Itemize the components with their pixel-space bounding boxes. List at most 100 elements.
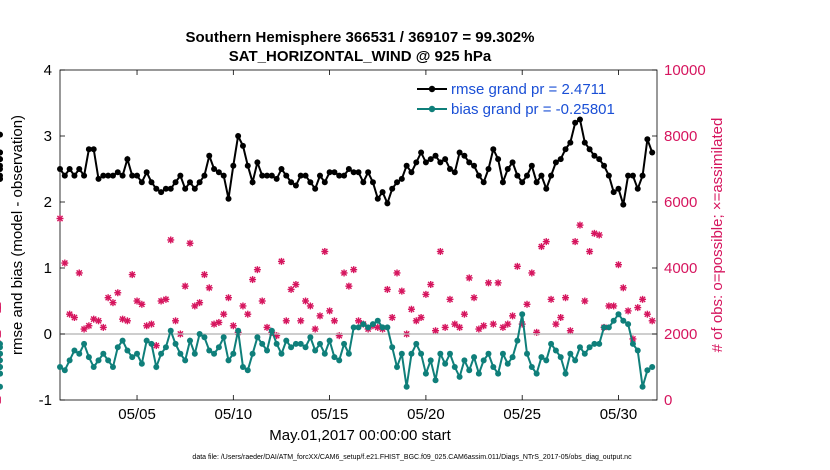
rmse-point xyxy=(398,175,405,182)
right-axis-label: # of obs: o=possible; ×=assimilated xyxy=(709,118,726,353)
bias-point xyxy=(610,317,617,324)
rmse-point xyxy=(615,185,622,192)
bias-point xyxy=(186,337,193,344)
bias-point xyxy=(605,324,612,331)
obs-count-marker xyxy=(302,297,310,305)
bias-point xyxy=(490,364,497,370)
rmse-point xyxy=(57,166,63,172)
rmse-point xyxy=(316,172,323,179)
rmse-point xyxy=(576,116,583,123)
obs-count-marker xyxy=(581,297,589,305)
rmse-point xyxy=(427,156,434,163)
obs-count-marker xyxy=(282,317,290,325)
y-tick-label: 4 xyxy=(44,62,52,79)
obs-count-marker xyxy=(215,318,223,326)
obs-count-marker xyxy=(109,299,117,307)
obs-count-marker xyxy=(277,257,285,265)
obs-count-marker xyxy=(330,317,338,325)
obs-count-marker xyxy=(95,317,103,325)
rmse-point xyxy=(629,172,636,179)
rmse-point xyxy=(605,172,612,179)
rmse-point xyxy=(249,179,256,186)
obs-count-marker xyxy=(326,307,334,315)
bias-point xyxy=(138,360,145,367)
bias-point xyxy=(461,357,468,364)
bias-point xyxy=(341,340,348,347)
bias-point xyxy=(543,357,550,364)
bias-point xyxy=(379,324,386,331)
obs-count-marker xyxy=(316,312,324,320)
x-tick-label: 05/10 xyxy=(215,406,253,423)
obs-count-marker xyxy=(167,236,175,244)
rmse-point xyxy=(557,156,564,163)
obs-count-marker xyxy=(383,285,391,293)
bias-point xyxy=(480,357,487,364)
bias-point xyxy=(442,360,449,367)
bias-point xyxy=(215,344,222,351)
obs-count-marker xyxy=(393,269,401,277)
obs-count-marker xyxy=(412,317,420,325)
obs-count-marker xyxy=(571,238,579,246)
rmse-point xyxy=(509,159,516,166)
obs-count-marker xyxy=(239,302,247,310)
rmse-point xyxy=(0,162,3,169)
bias-point xyxy=(471,354,478,361)
bias-point xyxy=(0,357,3,364)
bias-point xyxy=(119,337,126,344)
rmse-point xyxy=(109,172,116,179)
obs-count-marker xyxy=(80,325,88,333)
right-tick-label: 4000 xyxy=(664,260,697,277)
obs-count-marker xyxy=(465,274,473,282)
rmse-point xyxy=(456,149,463,156)
obs-count-marker xyxy=(509,312,517,320)
obs-count-marker xyxy=(138,300,146,308)
bias-point xyxy=(326,337,333,344)
obs-count-marker xyxy=(321,248,329,255)
rmse-point xyxy=(403,162,410,169)
bias-point xyxy=(196,331,203,337)
bias-point xyxy=(567,350,574,357)
bias-point xyxy=(345,350,352,357)
bias-point xyxy=(528,364,535,370)
rmse-point xyxy=(134,172,141,179)
bias-point xyxy=(418,350,425,357)
bias-point xyxy=(235,327,242,334)
rmse-point xyxy=(196,179,203,186)
obs-count-marker xyxy=(639,295,647,303)
rmse-point xyxy=(158,189,165,196)
rmse-point xyxy=(162,185,169,192)
rmse-point xyxy=(235,133,242,139)
bias-point xyxy=(316,340,323,347)
obs-count-marker xyxy=(75,269,83,277)
bias-point xyxy=(615,311,622,318)
rmse-point xyxy=(432,152,439,159)
bias-point xyxy=(451,364,458,370)
obs-count-marker xyxy=(528,269,536,277)
obs-count-marker xyxy=(614,261,622,269)
bias-point xyxy=(649,364,656,370)
rmse-point xyxy=(0,172,3,179)
obs-count-marker xyxy=(133,297,141,305)
obs-count-marker xyxy=(70,314,78,321)
obs-count-marker xyxy=(634,304,642,312)
rmse-point xyxy=(336,172,343,179)
obs-count-marker xyxy=(504,320,512,328)
bias-point xyxy=(167,327,174,334)
obs-count-marker xyxy=(513,262,521,270)
rmse-point xyxy=(360,179,367,186)
obs-count-marker xyxy=(258,297,266,305)
rmse-point xyxy=(528,162,535,169)
rmse-point xyxy=(480,179,487,186)
bias-point xyxy=(321,350,328,357)
bias-point xyxy=(292,340,299,347)
obs-count-marker xyxy=(648,317,656,325)
rmse-point xyxy=(283,172,290,179)
bias-point xyxy=(158,350,165,357)
bias-point xyxy=(201,334,208,341)
obs-count-marker xyxy=(104,294,112,302)
rmse-point xyxy=(504,166,511,172)
rmse-point xyxy=(639,172,646,179)
obs-count-marker xyxy=(147,320,155,328)
bias-point xyxy=(519,311,526,318)
rmse-point xyxy=(114,169,121,176)
